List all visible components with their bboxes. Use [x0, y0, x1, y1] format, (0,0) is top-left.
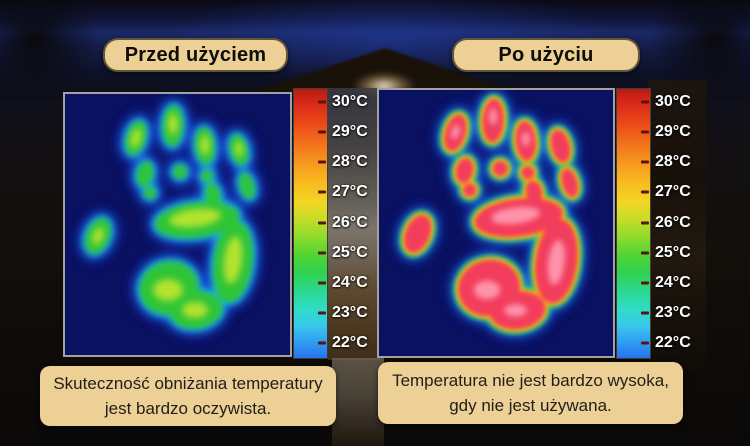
caption-after-line1: Temperatura nie jest bardzo wysoka,: [392, 371, 669, 390]
scale-tick: [641, 221, 649, 224]
scale-tick: [318, 311, 326, 315]
caption-after-line2: gdy nie jest używana.: [449, 396, 612, 415]
scale-tick: [641, 251, 649, 255]
scale-label: 23°C: [332, 303, 368, 321]
scale-label: 25°C: [655, 243, 691, 261]
thermal-image-after: [377, 88, 615, 358]
scale-tick: [318, 221, 326, 224]
scale-label: 27°C: [655, 183, 691, 201]
scale-label: 25°C: [332, 243, 368, 261]
background-dark-corner-left: [0, 0, 100, 100]
after-use-label-text: Po użyciu: [498, 43, 594, 66]
before-use-label-text: Przed użyciem: [124, 43, 267, 66]
scale-row: 28°C: [641, 152, 699, 172]
scale-row: 23°C: [318, 303, 376, 323]
caption-before: Skuteczność obniżania temperatury jest b…: [40, 366, 336, 426]
hot-handprint-graphic: [379, 90, 613, 356]
scale-label: 27°C: [332, 183, 368, 201]
caption-before-line1: Skuteczność obniżania temperatury: [53, 374, 323, 393]
scale-tick: [318, 100, 326, 104]
scale-label: 23°C: [655, 303, 691, 321]
scale-tick: [641, 130, 649, 134]
temperature-scale-before: 30°C 29°C 28°C 27°C 26°C 25°C 24°C 23°C …: [318, 89, 376, 358]
background-wood-strip: [648, 80, 706, 370]
scale-row: 24°C: [318, 273, 376, 293]
scale-label: 22°C: [655, 334, 691, 351]
scale-row: 28°C: [318, 152, 376, 172]
scale-label: 24°C: [332, 273, 368, 291]
scale-tick: [641, 311, 649, 315]
scale-row: 30°C: [641, 92, 699, 112]
scale-row: 23°C: [641, 303, 699, 323]
scale-label: 30°C: [655, 93, 691, 110]
scale-label: 29°C: [655, 123, 691, 141]
scale-tick: [318, 251, 326, 255]
before-use-label: Przed użyciem: [103, 38, 288, 72]
after-use-label: Po użyciu: [452, 38, 640, 72]
scale-tick: [318, 130, 326, 134]
scale-label: 28°C: [332, 153, 368, 171]
thermal-image-before: [63, 92, 292, 357]
scale-label: 22°C: [332, 334, 368, 351]
scale-label: 26°C: [655, 213, 691, 231]
scale-row: 25°C: [641, 243, 699, 263]
background-house-wall-strip: [328, 88, 380, 360]
scale-label: 28°C: [655, 153, 691, 171]
caption-after: Temperatura nie jest bardzo wysoka, gdy …: [378, 362, 683, 424]
scale-row: 25°C: [318, 243, 376, 263]
scale-row: 30°C: [318, 92, 376, 112]
caption-before-line2: jest bardzo oczywista.: [104, 399, 272, 418]
scale-row: 26°C: [641, 213, 699, 233]
cold-handprint-graphic: [65, 94, 290, 355]
scale-tick: [318, 160, 326, 164]
temperature-scale-after: 30°C 29°C 28°C 27°C 26°C 25°C 24°C 23°C …: [641, 89, 699, 358]
scale-label: 24°C: [655, 273, 691, 291]
scale-row: 24°C: [641, 273, 699, 293]
scale-tick: [641, 160, 649, 164]
scale-tick: [318, 341, 326, 345]
background-steps-patch: [332, 358, 384, 446]
scale-label: 26°C: [332, 213, 368, 231]
scale-tick: [318, 281, 326, 285]
scale-label: 29°C: [332, 123, 368, 141]
scale-row: 26°C: [318, 213, 376, 233]
scale-row: 27°C: [641, 182, 699, 202]
scale-label: 30°C: [332, 93, 368, 110]
scale-tick: [641, 190, 649, 194]
scale-row: 22°C: [641, 333, 699, 353]
scale-tick: [641, 341, 649, 345]
scale-tick: [641, 281, 649, 285]
scale-tick: [641, 100, 649, 104]
scale-row: 29°C: [641, 122, 699, 142]
scale-row: 22°C: [318, 333, 376, 353]
scale-row: 29°C: [318, 122, 376, 142]
scale-row: 27°C: [318, 182, 376, 202]
scale-tick: [318, 190, 326, 194]
